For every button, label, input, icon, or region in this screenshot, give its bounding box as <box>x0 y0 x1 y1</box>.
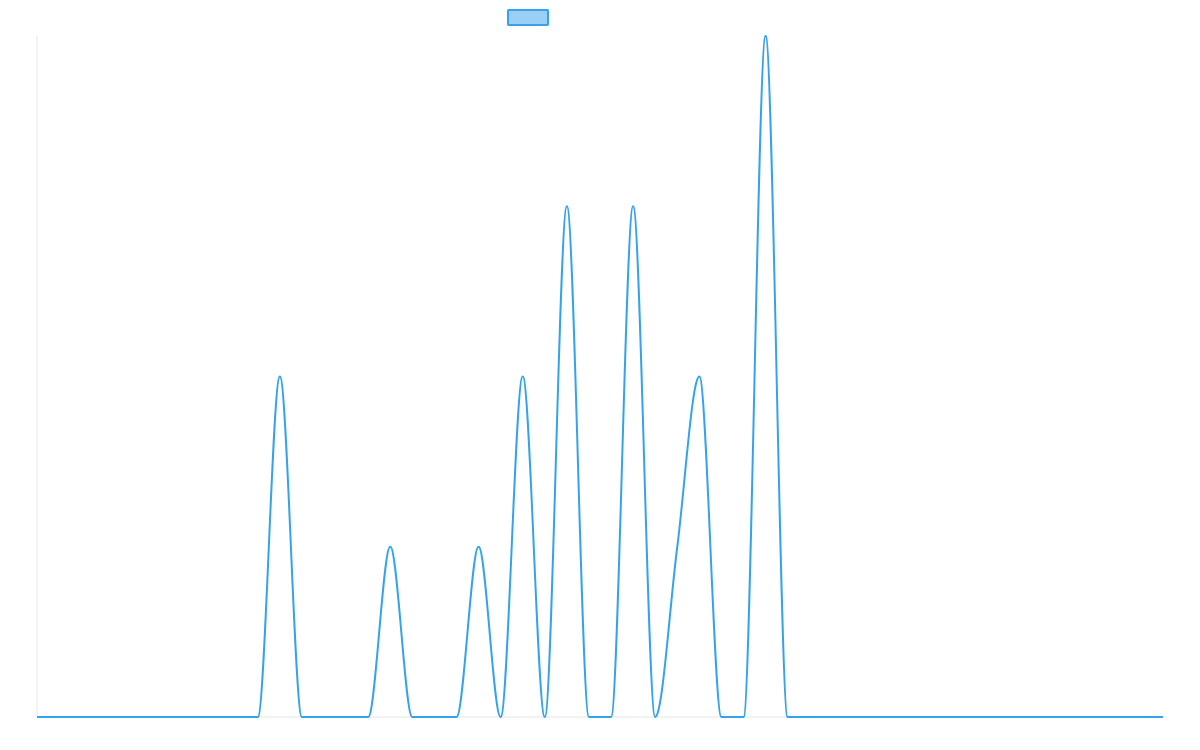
legend-swatch[interactable] <box>507 9 549 26</box>
legend[interactable] <box>507 9 549 26</box>
data-point[interactable] <box>365 714 371 720</box>
data-point[interactable] <box>299 714 305 720</box>
data-point[interactable] <box>696 374 702 380</box>
data-point[interactable] <box>564 203 570 209</box>
data-point[interactable] <box>453 714 459 720</box>
data-point[interactable] <box>387 544 393 550</box>
data-point[interactable] <box>652 714 658 720</box>
data-point[interactable] <box>277 374 283 380</box>
data-point[interactable] <box>807 714 813 720</box>
data-point[interactable] <box>630 203 636 209</box>
data-point[interactable] <box>409 714 415 720</box>
series-line <box>36 34 1163 719</box>
data-point[interactable] <box>718 714 724 720</box>
data-point[interactable] <box>520 374 526 380</box>
data-point[interactable] <box>763 33 769 39</box>
data-point[interactable] <box>785 714 791 720</box>
series-layer <box>34 33 1166 720</box>
data-point[interactable] <box>255 714 261 720</box>
data-point[interactable] <box>674 544 680 550</box>
data-point[interactable] <box>476 544 482 550</box>
data-point[interactable] <box>608 714 614 720</box>
data-point[interactable] <box>542 714 548 720</box>
data-point[interactable] <box>34 714 40 720</box>
data-point[interactable] <box>741 714 747 720</box>
data-point[interactable] <box>1160 714 1166 720</box>
data-point[interactable] <box>498 714 504 720</box>
data-point[interactable] <box>586 714 592 720</box>
